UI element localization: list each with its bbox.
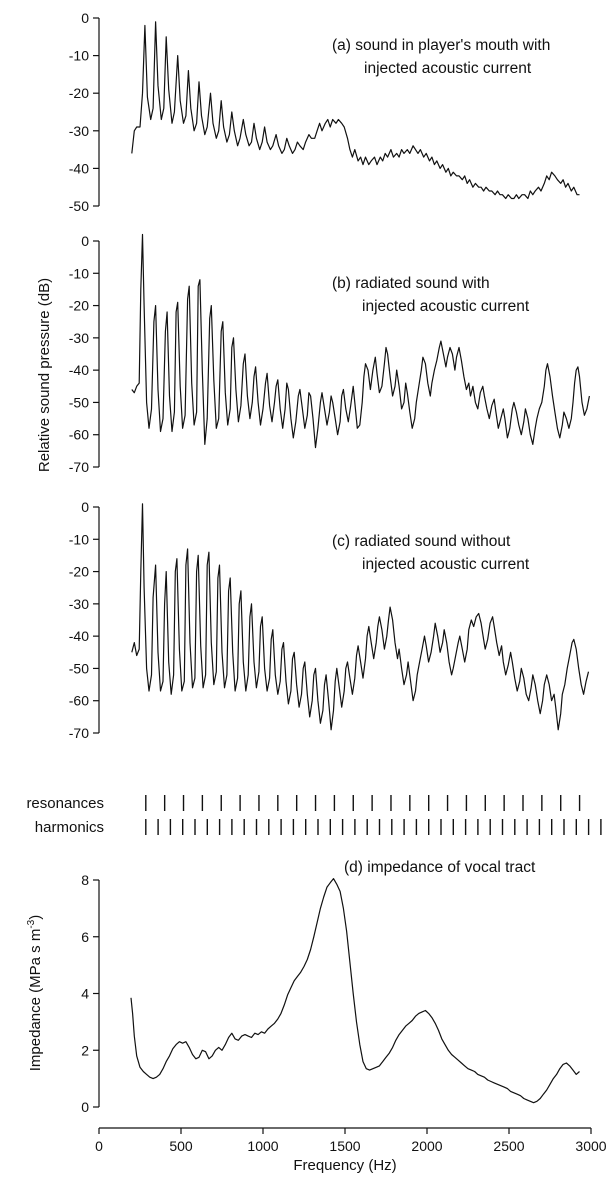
x-tick-label: 1000 bbox=[247, 1138, 278, 1154]
panel-c-ytick-label: -50 bbox=[69, 660, 89, 676]
panel-b-ytick-label: -40 bbox=[69, 362, 89, 378]
panel-c-ytick-label: -40 bbox=[69, 628, 89, 644]
panel-d-y-ticks: 0 2 4 6 8 bbox=[81, 872, 99, 1115]
resonance-markers bbox=[145, 795, 581, 811]
panel-c-y-ticks: 0 -10 -20 -30 -40 -50 -60 -70 bbox=[69, 499, 99, 741]
panel-b-ytick-label: -60 bbox=[69, 427, 89, 443]
panel-a-annotation-line1: (a) sound in player's mouth with bbox=[332, 37, 550, 54]
panel-b-y-ticks: 0 -10 -20 -30 -40 -50 -60 -70 bbox=[69, 233, 99, 475]
panel-c-ytick-label: -10 bbox=[69, 531, 89, 547]
x-tick-label: 2000 bbox=[411, 1138, 442, 1154]
panel-a-y-ticks: 0 -10 -20 -30 -40 -50 bbox=[69, 10, 99, 214]
x-tick-label: 500 bbox=[169, 1138, 193, 1154]
panel-c-ytick-label: -70 bbox=[69, 725, 89, 741]
panel-c-ytick-label: -20 bbox=[69, 564, 89, 580]
panel-b-trace bbox=[131, 233, 590, 449]
panel-c-ytick-label: 0 bbox=[81, 499, 89, 515]
panel-c-annotation-line1: (c) radiated sound without bbox=[332, 533, 511, 550]
panel-b-ytick-label: -70 bbox=[69, 459, 89, 475]
y-axis-title-sound-pressure: Relative sound pressure (dB) bbox=[36, 278, 53, 472]
panel-c-ytick-label: -60 bbox=[69, 693, 89, 709]
panel-d-trace bbox=[130, 878, 580, 1104]
panel-a-ytick-label: 0 bbox=[81, 10, 89, 26]
panel-a-trace bbox=[131, 21, 580, 200]
panel-c-ytick-label: -30 bbox=[69, 596, 89, 612]
x-tick-label: 1500 bbox=[329, 1138, 360, 1154]
panel-b-ytick-label: -20 bbox=[69, 298, 89, 314]
panel-a-ytick-label: -10 bbox=[69, 48, 89, 64]
panel-a-ytick-label: -30 bbox=[69, 123, 89, 139]
panel-b-ytick-label: 0 bbox=[81, 233, 89, 249]
panel-b-ytick-label: -50 bbox=[69, 394, 89, 410]
y-axis-title-impedance-main: Impedance (MPa s m bbox=[27, 929, 44, 1072]
resonances-label: resonances bbox=[26, 795, 104, 812]
panel-c-annotation-line2: injected acoustic current bbox=[362, 556, 530, 573]
harmonic-markers bbox=[145, 819, 602, 835]
panel-c: 0 -10 -20 -30 -40 -50 -60 -70 (c) radiated soun… bbox=[69, 499, 590, 741]
x-tick-label: 3000 bbox=[575, 1138, 606, 1154]
panel-a-ytick-label: -40 bbox=[69, 160, 89, 176]
panel-b-annotation-line2: injected acoustic current bbox=[362, 298, 530, 315]
panel-d-ytick-label: 0 bbox=[81, 1099, 89, 1115]
panel-b-annotation-line1: (b) radiated sound with bbox=[332, 275, 490, 292]
panel-b: 0 -10 -20 -30 -40 -50 -60 -70 (b) radiated soun… bbox=[69, 233, 590, 475]
x-axis-title: Frequency (Hz) bbox=[293, 1157, 396, 1174]
x-tick-label: 0 bbox=[95, 1138, 103, 1154]
panel-a-ytick-label: -50 bbox=[69, 198, 89, 214]
panel-a: 0 -10 -20 -30 -40 -50 (a) sound in player's m… bbox=[69, 10, 580, 214]
panel-d-ytick-label: 4 bbox=[81, 986, 89, 1002]
x-tick-label: 2500 bbox=[493, 1138, 524, 1154]
panel-b-ytick-label: -10 bbox=[69, 265, 89, 281]
panel-a-ytick-label: -20 bbox=[69, 85, 89, 101]
panel-c-trace bbox=[131, 503, 590, 731]
y-axis-title-impedance-close: ) bbox=[27, 915, 44, 920]
panel-d-x-ticks: 0 500 1000 1500 2000 2500 3000 bbox=[95, 1128, 606, 1154]
panel-b-ytick-label: -30 bbox=[69, 330, 89, 346]
panel-d-annotation: (d) impedance of vocal tract bbox=[344, 859, 536, 876]
panel-d-ytick-label: 8 bbox=[81, 872, 89, 888]
panel-d-ytick-label: 6 bbox=[81, 929, 89, 945]
y-axis-title-impedance-sup: -3 bbox=[26, 919, 37, 928]
markers: resonances harmonics bbox=[26, 795, 602, 836]
panel-d-ytick-label: 2 bbox=[81, 1042, 89, 1058]
panel-d: 0 2 4 6 8 0 500 1000 1500 2000 2500 3000 (d) imped… bbox=[26, 859, 606, 1174]
y-axis-title-impedance: Impedance (MPa s m-3) bbox=[26, 915, 44, 1071]
harmonics-label: harmonics bbox=[35, 819, 104, 836]
panel-a-annotation-line2: injected acoustic current bbox=[364, 60, 532, 77]
